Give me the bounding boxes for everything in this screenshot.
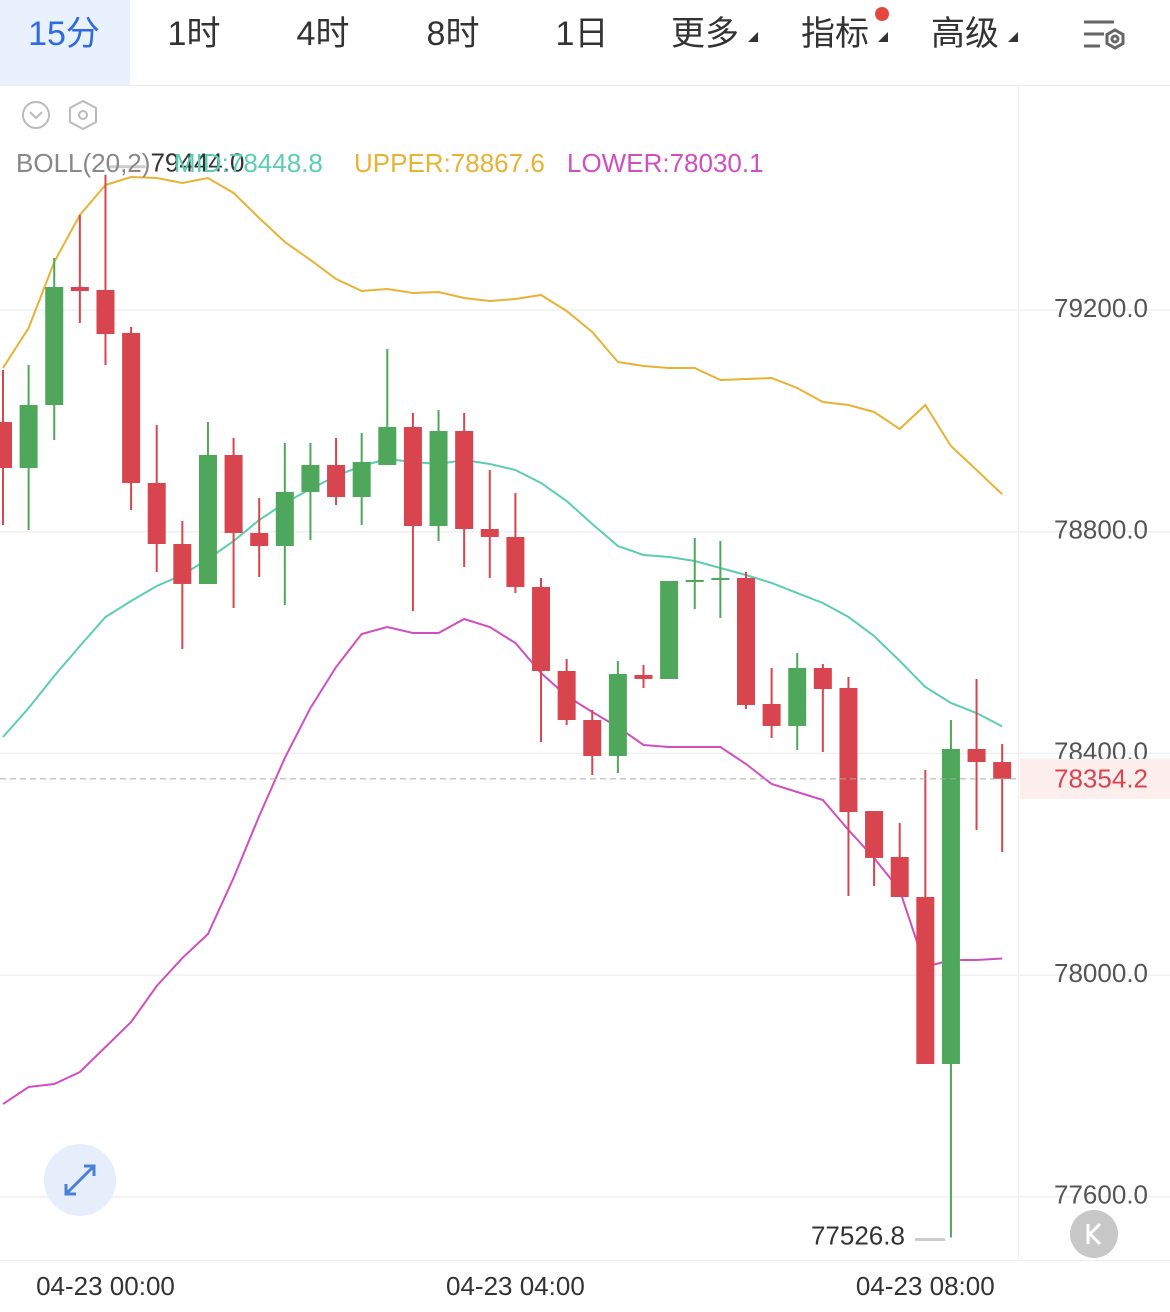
settings-icon[interactable] — [1084, 20, 1125, 50]
candle-body — [890, 856, 909, 897]
candle-body — [19, 404, 38, 469]
y-tick-label: 79200.0 — [1054, 293, 1148, 323]
candle-body — [403, 427, 422, 526]
candle-body — [198, 454, 217, 584]
annotation-label: 79444.0 — [150, 148, 244, 178]
candle-body — [70, 286, 89, 291]
candle-body — [993, 762, 1012, 779]
tab[interactable]: 8时 — [427, 15, 480, 53]
tab-badge — [875, 7, 889, 21]
candle-body — [685, 579, 704, 582]
tab-dropdown-marker — [878, 32, 888, 42]
legend-entry: UPPER:78867.6 — [354, 148, 545, 178]
tab[interactable]: 15分 — [28, 15, 100, 53]
candle-body — [250, 532, 269, 547]
tab[interactable]: 高级 — [931, 15, 999, 53]
y-tick-label: 78800.0 — [1054, 515, 1148, 545]
indicator-name: BOLL(20,2) — [16, 148, 150, 178]
tab-dropdown-marker — [748, 32, 758, 42]
x-tick-label: 04-23 04:00 — [446, 1271, 585, 1301]
candle-body — [96, 289, 115, 334]
candle-body — [0, 422, 12, 469]
legend-entry: MID:78448.8 — [174, 148, 323, 178]
candle-body — [429, 430, 448, 526]
tab[interactable]: 1日 — [556, 15, 609, 53]
candle-body — [147, 482, 166, 545]
candle-body — [736, 577, 755, 705]
candle-body — [455, 430, 474, 529]
candle-body — [788, 668, 807, 726]
candle-body — [762, 703, 781, 726]
candle-body — [813, 668, 832, 690]
y-tick-label: 78000.0 — [1054, 958, 1148, 988]
last-price-bg — [1020, 758, 1170, 799]
last-price-label: 78354.2 — [1054, 764, 1148, 794]
candle-body — [660, 580, 679, 679]
tab[interactable]: 4时 — [297, 15, 350, 53]
x-tick-label: 04-23 00:00 — [36, 1271, 175, 1301]
candle-body — [301, 464, 320, 492]
candle-body — [941, 748, 960, 1065]
settings-hex-icon[interactable] — [69, 99, 97, 131]
tab-selected-bg — [0, 0, 130, 85]
candle-body — [608, 673, 627, 756]
candle-body — [275, 491, 294, 547]
candle-body — [506, 536, 525, 587]
x-tick-label: 04-23 08:00 — [856, 1271, 995, 1301]
candle-body — [352, 461, 371, 498]
candle-body — [480, 528, 499, 537]
candle-body — [967, 748, 986, 763]
candle-body — [378, 427, 397, 465]
tab-dropdown-marker — [1008, 32, 1018, 42]
candle-body — [532, 586, 551, 672]
candle-body — [327, 464, 346, 498]
candle-body — [173, 544, 192, 584]
expand-button[interactable] — [44, 1144, 116, 1216]
candle-body — [711, 577, 730, 580]
indicator-line — [2, 457, 1003, 738]
candle-body — [916, 896, 935, 1065]
indicator-legend: BOLL(20,2) MID:78448.8 UPPER:78867.6 LOWER:… — [16, 148, 764, 178]
candle-body — [45, 286, 64, 405]
indicator-line — [2, 176, 1003, 495]
candle-body — [122, 332, 141, 483]
candle-body — [583, 720, 602, 756]
annotation-label: 77526.8 — [811, 1220, 905, 1250]
collapse-icon[interactable] — [22, 101, 50, 129]
tab[interactable]: 指标 — [801, 15, 869, 53]
legend-entry: LOWER:78030.1 — [567, 148, 764, 178]
y-tick-label: 77600.0 — [1054, 1180, 1148, 1210]
indicator-line — [2, 617, 1003, 1105]
tab[interactable]: 1时 — [168, 15, 221, 53]
back-button[interactable] — [1070, 1210, 1118, 1258]
tab[interactable]: 更多 — [671, 15, 739, 53]
candle-body — [557, 671, 576, 721]
candle-body — [865, 811, 884, 858]
candle-body — [839, 687, 858, 813]
candle-body — [224, 454, 243, 533]
candle-body — [634, 674, 653, 679]
